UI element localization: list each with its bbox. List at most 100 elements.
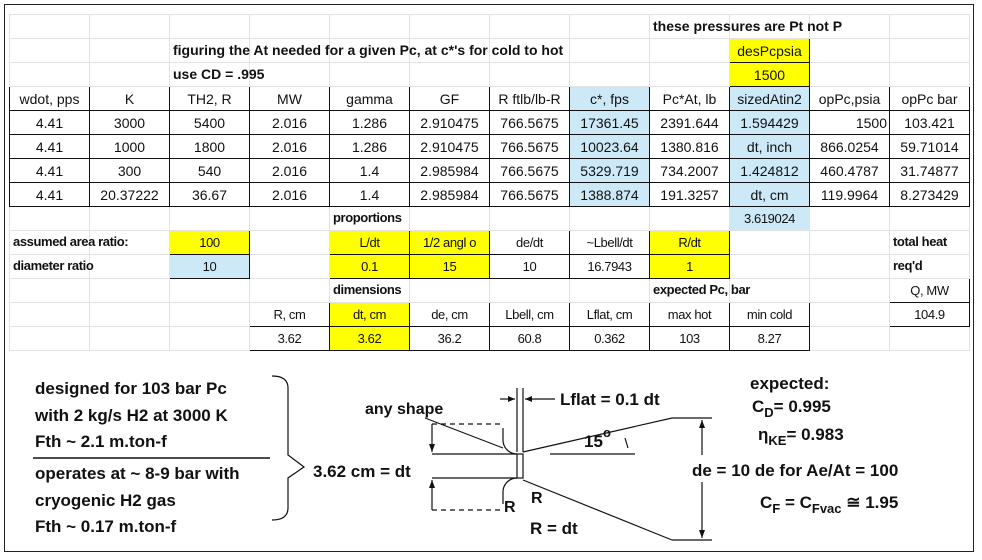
cell-k[interactable] [89,62,170,87]
cell-oppc-bar[interactable]: total heat [889,230,970,255]
cell-r-gas[interactable]: de/dt [489,230,570,255]
cell-gf[interactable] [409,14,490,39]
cell-gamma[interactable] [329,62,410,87]
cell-r-gas[interactable]: Lbell, cm [489,302,570,327]
cell-gamma[interactable]: dt, cm [329,302,410,327]
cell-oppc-bar[interactable]: 31.74877 [889,158,970,183]
cell-sizedat[interactable]: 3.619024 [729,206,810,231]
cell-mw[interactable] [249,62,330,87]
cell-k[interactable] [89,206,170,231]
cell-gf[interactable]: 15 [409,254,490,279]
cell-gf[interactable]: 2.985984 [409,182,490,207]
cell-oppc-bar[interactable]: 8.273429 [889,182,970,207]
cell-th2[interactable] [169,278,250,303]
cell-k[interactable] [89,38,170,63]
cell-r-gas[interactable]: 10 [489,254,570,279]
cell-pcat[interactable]: Pc*At, lb [649,86,730,111]
cell-oppc-bar[interactable] [889,62,970,87]
cell-sizedat[interactable]: 1500 [729,62,810,87]
cell-gamma[interactable]: 1.4 [329,182,410,207]
cell-mw[interactable]: 2.016 [249,110,330,135]
cell-oppc-psia[interactable] [809,62,890,87]
cell-gf[interactable] [409,38,490,63]
cell-wdot[interactable]: 4.41 [9,110,90,135]
cell-gf[interactable]: de, cm [409,302,490,327]
cell-th2[interactable]: use CD = .995 [169,62,264,87]
cell-gamma[interactable] [329,38,410,63]
cell-sizedat[interactable]: 8.27 [729,326,810,351]
cell-th2[interactable] [169,206,250,231]
cell-gamma[interactable]: L/dt [329,230,410,255]
cell-gamma[interactable]: proportions [329,206,410,231]
cell-gf[interactable]: 2.910475 [409,134,490,159]
cell-mw[interactable] [249,278,330,303]
cell-pcat[interactable]: 103 [649,326,730,351]
cell-oppc-bar[interactable] [889,326,970,351]
cell-sizedat[interactable]: desPcpsia [729,38,810,63]
cell-oppc-psia[interactable] [809,38,890,63]
cell-wdot[interactable]: 4.41 [9,158,90,183]
cell-k[interactable]: 20.37222 [89,182,170,207]
cell-gf[interactable]: 36.2 [409,326,490,351]
cell-oppc-psia[interactable] [809,302,890,327]
cell-k[interactable] [89,302,170,327]
cell-th2[interactable]: 540 [169,158,250,183]
cell-wdot[interactable] [9,62,90,87]
cell-wdot[interactable] [9,14,90,39]
cell-mw[interactable] [249,254,330,279]
cell-th2[interactable]: 36.67 [169,182,250,207]
cell-oppc-psia[interactable] [809,230,890,255]
cell-oppc-bar[interactable] [889,14,970,39]
cell-mw[interactable]: R, cm [249,302,330,327]
cell-wdot[interactable] [9,302,90,327]
cell-r-gas[interactable]: 766.5675 [489,134,570,159]
cell-cstar[interactable]: 10023.64 [569,134,650,159]
cell-k[interactable]: 3000 [89,110,170,135]
cell-gf[interactable]: 1/2 angl o [409,230,490,255]
cell-oppc-psia[interactable]: opPc,psia [809,86,890,111]
cell-cstar[interactable] [569,14,650,39]
cell-gamma[interactable]: 1.4 [329,158,410,183]
cell-mw[interactable] [249,230,330,255]
cell-cstar[interactable]: 16.7943 [569,254,650,279]
cell-oppc-bar[interactable] [889,38,970,63]
cell-oppc-psia[interactable] [809,326,890,351]
cell-gf[interactable] [409,278,490,303]
cell-sizedat[interactable] [729,14,810,39]
cell-oppc-bar[interactable]: 104.9 [889,302,970,327]
cell-th2[interactable]: TH2, R [169,86,250,111]
cell-gf[interactable] [409,62,490,87]
cell-sizedat[interactable]: dt, cm [729,182,810,207]
cell-pcat[interactable] [649,62,730,87]
cell-gamma[interactable]: dimensions [329,278,410,303]
cell-sizedat[interactable]: dt, inch [729,134,810,159]
cell-cstar[interactable]: c*, fps [569,86,650,111]
cell-gamma[interactable]: gamma [329,86,410,111]
cell-pcat[interactable]: 734.2007 [649,158,730,183]
cell-th2[interactable]: 10 [169,254,250,279]
cell-r-gas[interactable]: R ftlb/lb-R [489,86,570,111]
cell-sizedat[interactable] [729,254,810,279]
cell-oppc-psia[interactable]: 119.9964 [809,182,890,207]
cell-r-gas[interactable]: 766.5675 [489,110,570,135]
cell-pcat[interactable]: 1380.816 [649,134,730,159]
cell-r-gas[interactable] [489,278,570,303]
cell-k[interactable] [89,230,170,255]
cell-wdot[interactable] [9,38,90,63]
cell-cstar[interactable]: 1388.874 [569,182,650,207]
cell-mw[interactable]: 2.016 [249,158,330,183]
cell-oppc-bar[interactable] [889,206,970,231]
cell-r-gas[interactable] [489,14,570,39]
cell-k[interactable] [89,326,170,351]
cell-cstar[interactable]: 5329.719 [569,158,650,183]
cell-k[interactable] [89,278,170,303]
cell-cstar[interactable] [569,206,650,231]
cell-gf[interactable]: 2.910475 [409,110,490,135]
cell-r-gas[interactable] [489,206,570,231]
cell-wdot[interactable]: wdot, pps [9,86,90,111]
cell-pcat[interactable] [649,38,730,63]
cell-gf[interactable]: 2.985984 [409,158,490,183]
cell-r-gas[interactable] [489,38,570,63]
cell-mw[interactable]: 2.016 [249,182,330,207]
cell-gamma[interactable]: 3.62 [329,326,410,351]
